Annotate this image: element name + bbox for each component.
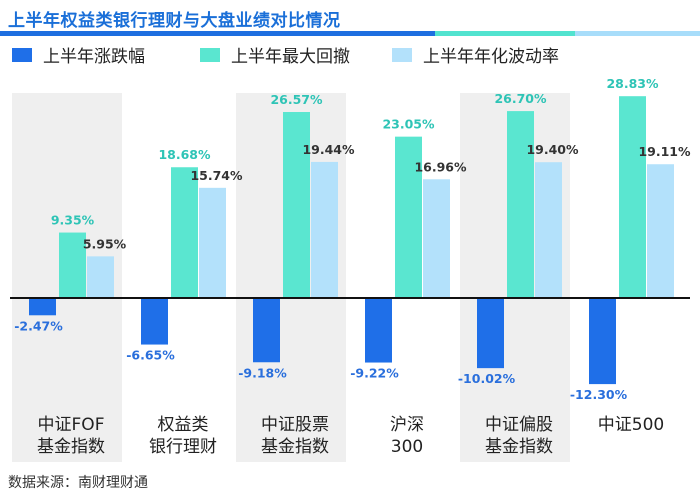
category-label-4-line0: 中证偏股: [485, 415, 553, 435]
value-label-s2-c2: 19.44%: [302, 142, 355, 157]
bar-s2-c2: [311, 161, 338, 298]
bar-s2-c5: [647, 164, 674, 298]
bar-s2-c3: [423, 179, 450, 298]
value-label-s2-c0: 5.95%: [83, 236, 127, 251]
legend-item-change: 上半年涨跌幅: [12, 42, 145, 67]
legend-label-drawdown: 上半年最大回撤: [231, 47, 350, 67]
legend-swatch-volatility: [392, 47, 412, 62]
category-label-0-line1: 基金指数: [37, 437, 105, 457]
category-label-2-line1: 基金指数: [261, 437, 329, 457]
category-label-1-line1: 银行理财: [149, 437, 217, 457]
legend-label-change: 上半年涨跌幅: [43, 47, 145, 67]
value-label-s1-c3: 23.05%: [382, 117, 435, 132]
value-label-s0-c0: -2.47%: [14, 318, 63, 333]
value-label-s0-c2: -9.18%: [238, 365, 287, 380]
value-label-s1-c0: 9.35%: [51, 213, 95, 228]
category-label-2-line0: 中证股票: [261, 415, 329, 435]
value-label-s2-c4: 19.40%: [526, 142, 579, 157]
legend-item-drawdown: 上半年最大回撤: [200, 42, 350, 67]
value-label-s1-c2: 26.57%: [270, 92, 323, 107]
legend-item-volatility: 上半年年化波动率: [392, 42, 559, 67]
category-label-3-line0: 沪深: [390, 415, 424, 435]
bar-s2-c4: [535, 162, 562, 298]
bar-s0-c2: [253, 298, 280, 363]
value-label-s2-c5: 19.11%: [638, 144, 691, 159]
bar-s2-c0: [87, 256, 114, 298]
title-rule: [0, 31, 700, 36]
category-label-4-line1: 基金指数: [485, 437, 553, 457]
category-label-5-line0: 中证500: [598, 415, 664, 435]
bar-s1-c3: [395, 136, 422, 298]
bar-s1-c2: [283, 112, 310, 298]
bar-s2-c1: [199, 187, 226, 298]
value-label-s2-c3: 16.96%: [414, 159, 467, 174]
value-label-s0-c1: -6.65%: [126, 348, 175, 363]
legend-swatch-change: [12, 47, 32, 62]
bar-s0-c4: [477, 298, 504, 369]
bar-s0-c3: [365, 298, 392, 363]
value-label-s0-c5: -12.30%: [570, 387, 628, 402]
bar-s1-c0: [59, 232, 86, 298]
bar-s0-c0: [29, 298, 56, 316]
legend-label-volatility: 上半年年化波动率: [423, 47, 559, 67]
value-label-s0-c3: -9.22%: [350, 366, 399, 381]
value-label-s1-c1: 18.68%: [158, 147, 211, 162]
bar-s1-c1: [171, 167, 198, 298]
chart-title: 上半年权益类银行理财与大盘业绩对比情况: [8, 11, 341, 31]
legend-swatch-drawdown: [200, 47, 220, 62]
bar-s1-c5: [619, 96, 646, 298]
value-label-s1-c4: 26.70%: [494, 91, 547, 106]
bar-s0-c5: [589, 298, 616, 385]
category-label-1-line0: 权益类: [158, 415, 209, 435]
legend: 上半年涨跌幅 上半年最大回撤 上半年年化波动率: [0, 40, 700, 67]
bar-s0-c1: [141, 298, 168, 345]
value-label-s2-c1: 15.74%: [190, 168, 243, 183]
value-label-s1-c5: 28.83%: [606, 76, 659, 91]
category-label-0-line0: 中证FOF: [38, 415, 105, 435]
bar-s1-c4: [507, 111, 534, 298]
value-label-s0-c4: -10.02%: [458, 371, 516, 386]
source-note: 数据来源：南财理财通: [8, 475, 148, 491]
title-rule-blue: [0, 31, 435, 36]
title-rule-light: [575, 31, 700, 36]
title-rule-teal: [435, 31, 575, 36]
category-label-3-line1: 300: [391, 437, 423, 457]
